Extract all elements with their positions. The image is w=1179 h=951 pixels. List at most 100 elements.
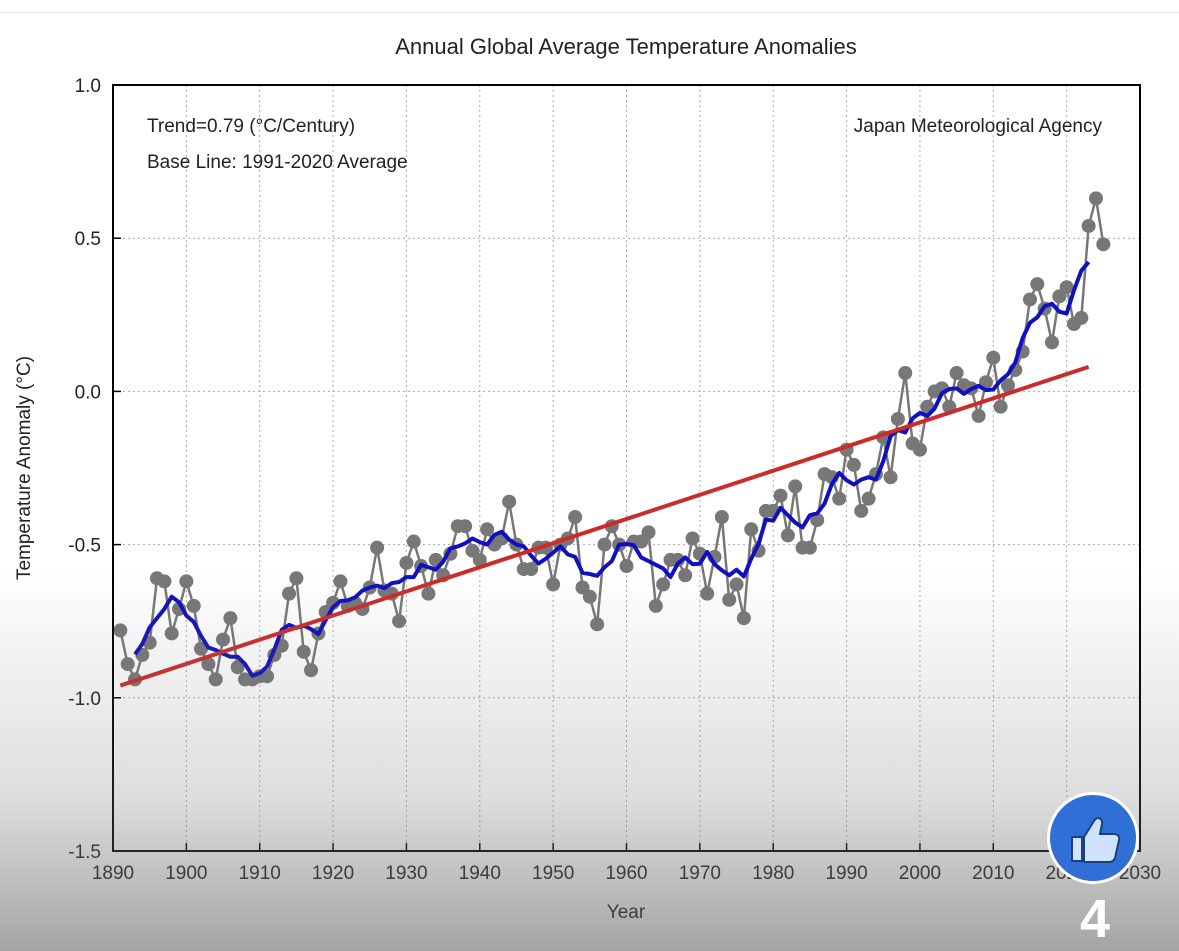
annual-point bbox=[289, 571, 304, 586]
annual-point bbox=[370, 540, 385, 555]
y-ticks: 1.0 0.5 0.0 -0.5 -1.0 -1.5 bbox=[68, 76, 101, 863]
annual-point bbox=[216, 632, 231, 647]
annual-point bbox=[458, 519, 473, 534]
annual-point bbox=[700, 586, 715, 601]
annual-point bbox=[333, 574, 348, 589]
annual-point bbox=[619, 559, 634, 574]
grid bbox=[112, 84, 1141, 852]
annual-point bbox=[810, 513, 825, 528]
x-tick-label: 2000 bbox=[899, 863, 941, 884]
annual-point bbox=[773, 488, 788, 503]
y-tick-label: 0.5 bbox=[75, 229, 101, 250]
annual-point bbox=[1022, 292, 1037, 307]
annual-point bbox=[296, 644, 311, 659]
trend-series bbox=[119, 364, 1090, 688]
annual-point bbox=[949, 366, 964, 381]
x-tick-label: 1960 bbox=[605, 863, 647, 884]
x-ticks: 1890 1900 1910 1920 1930 1940 1950 1960 1970 1980… bbox=[92, 863, 1161, 884]
annual-point bbox=[736, 611, 751, 626]
annual-point bbox=[1059, 280, 1074, 295]
annual-point bbox=[524, 562, 539, 577]
annual-point bbox=[186, 598, 201, 613]
top-divider bbox=[0, 12, 1179, 13]
annual-point bbox=[546, 577, 561, 592]
thumbs-up-icon bbox=[1071, 817, 1121, 863]
x-tick-label: 1970 bbox=[679, 863, 721, 884]
baseline-annotation: Base Line: 1991-2020 Average bbox=[147, 152, 408, 173]
annual-point bbox=[986, 350, 1001, 365]
x-tick-label: 1930 bbox=[385, 863, 427, 884]
source-annotation: Japan Meteorological Agency bbox=[854, 116, 1103, 137]
like-button[interactable] bbox=[1047, 792, 1139, 884]
annual-point bbox=[399, 555, 414, 570]
annual-point bbox=[1000, 378, 1015, 393]
x-tick-label: 1890 bbox=[92, 863, 134, 884]
annual-point bbox=[861, 491, 876, 506]
annual-point bbox=[656, 577, 671, 592]
x-tick-label: 2010 bbox=[972, 863, 1014, 884]
running-mean-line bbox=[133, 260, 1091, 678]
y-tick-label: -1.0 bbox=[68, 689, 101, 710]
annual-point bbox=[120, 657, 135, 672]
x-tick-label: 1950 bbox=[532, 863, 574, 884]
annual-point bbox=[406, 534, 421, 549]
annual-point bbox=[912, 442, 927, 457]
annual-point bbox=[832, 491, 847, 506]
annual-point bbox=[846, 457, 861, 472]
annual-point bbox=[744, 522, 759, 537]
x-tick-label: 1940 bbox=[459, 863, 501, 884]
annual-point bbox=[472, 552, 487, 567]
y-tick-label: 1.0 bbox=[75, 76, 101, 97]
annual-point bbox=[590, 617, 605, 632]
annual-point bbox=[802, 540, 817, 555]
annual-point bbox=[678, 568, 693, 583]
annual-point bbox=[780, 528, 795, 543]
like-count: 4 bbox=[1079, 889, 1111, 949]
x-tick-label: 1910 bbox=[239, 863, 281, 884]
annual-series bbox=[113, 191, 1111, 687]
x-tick-label: 1900 bbox=[165, 863, 207, 884]
y-tick-label: -1.5 bbox=[68, 842, 101, 863]
annual-point bbox=[1088, 191, 1103, 206]
y-tick-label: 0.0 bbox=[75, 382, 101, 403]
annual-point bbox=[208, 672, 223, 687]
annual-point bbox=[1030, 277, 1045, 292]
annual-point bbox=[421, 586, 436, 601]
annual-point bbox=[883, 470, 898, 485]
annual-point bbox=[641, 525, 656, 540]
annual-point bbox=[113, 623, 128, 638]
annual-point bbox=[568, 510, 583, 525]
annual-point bbox=[788, 479, 803, 494]
annual-point bbox=[670, 552, 685, 567]
x-tick-label: 1980 bbox=[752, 863, 794, 884]
annual-point bbox=[223, 611, 238, 626]
x-tick-label: 1920 bbox=[312, 863, 354, 884]
annual-point bbox=[1096, 237, 1111, 252]
annual-point bbox=[179, 574, 194, 589]
annual-point bbox=[854, 503, 869, 518]
y-axis-label: Temperature Anomaly (°C) bbox=[14, 356, 35, 580]
annual-point bbox=[978, 375, 993, 390]
y-tick-label: -0.5 bbox=[68, 536, 101, 557]
annual-point bbox=[502, 494, 517, 509]
x-tick-label: 1990 bbox=[825, 863, 867, 884]
annual-point bbox=[898, 366, 913, 381]
annual-point bbox=[1044, 335, 1059, 350]
annual-point bbox=[582, 589, 597, 604]
trend-annotation: Trend=0.79 (°C/Century) bbox=[147, 116, 355, 137]
annual-point bbox=[722, 592, 737, 607]
annual-line bbox=[119, 198, 1105, 684]
annual-point bbox=[304, 663, 319, 678]
annual-point bbox=[282, 586, 297, 601]
annual-point bbox=[890, 411, 905, 426]
annual-point bbox=[164, 626, 179, 641]
annual-point bbox=[480, 522, 495, 537]
trend-line bbox=[119, 364, 1090, 688]
annual-point bbox=[993, 399, 1008, 414]
annual-point bbox=[971, 408, 986, 423]
annual-point bbox=[1081, 218, 1096, 233]
running-mean-series bbox=[133, 260, 1091, 678]
annual-point bbox=[157, 574, 172, 589]
annual-point bbox=[392, 614, 407, 629]
